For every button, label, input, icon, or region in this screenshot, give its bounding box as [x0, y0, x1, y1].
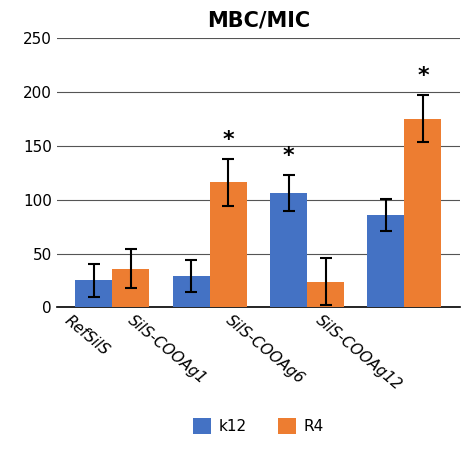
Text: *: *: [222, 130, 234, 150]
Bar: [75, 280, 112, 307]
Title: MBC/MIC: MBC/MIC: [207, 11, 310, 31]
Bar: [210, 183, 246, 307]
Text: *: *: [417, 66, 429, 87]
Text: *: *: [283, 146, 294, 166]
Bar: [367, 215, 404, 307]
Bar: [112, 269, 149, 307]
Bar: [404, 119, 441, 307]
Bar: [270, 193, 307, 307]
Legend: k12, R4: k12, R4: [187, 412, 330, 440]
Bar: [173, 276, 210, 307]
Bar: [307, 281, 344, 307]
